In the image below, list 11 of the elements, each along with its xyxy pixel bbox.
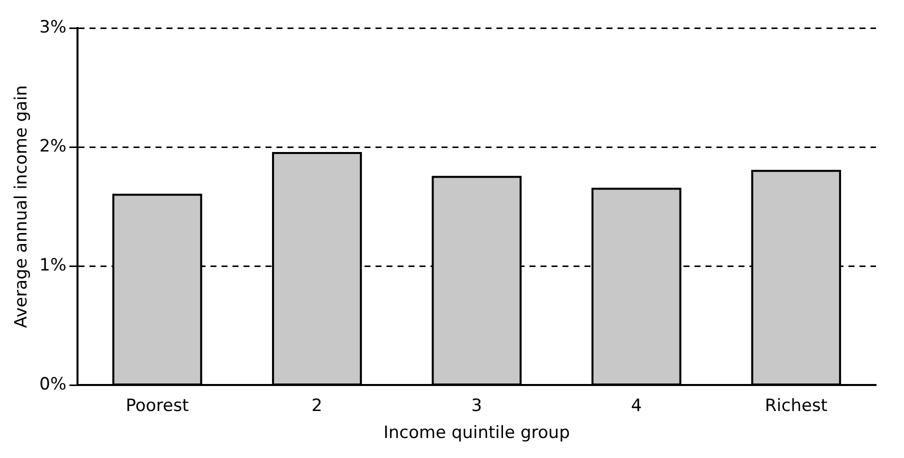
y-tick-label: 3% (39, 17, 66, 38)
y-tick-label: 0% (39, 374, 66, 395)
x-tick-label: Richest (764, 396, 828, 416)
x-tick-label: Poorest (126, 396, 190, 416)
y-axis-title: Average annual income gain (12, 85, 32, 328)
x-tick-label: 2 (312, 396, 322, 416)
x-axis-title: Income quintile group (383, 423, 570, 444)
y-tick-label: 1% (39, 256, 66, 276)
x-tick-label: 4 (630, 396, 642, 416)
x-tick-label: 3 (471, 396, 482, 416)
y-tick-label: 2% (39, 136, 66, 156)
